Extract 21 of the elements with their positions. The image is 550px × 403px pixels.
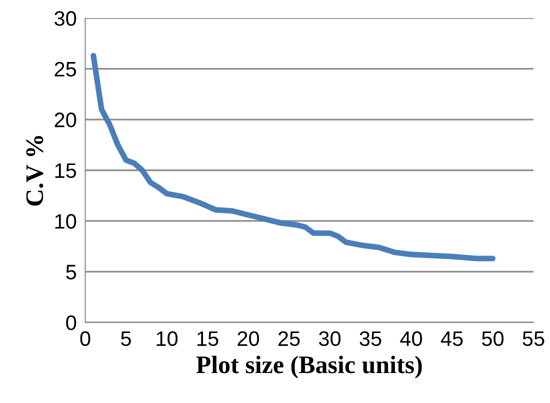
- y-tick-label: 15: [55, 163, 76, 178]
- x-axis-title: Plot size (Basic units): [196, 356, 422, 378]
- y-tick-label: 25: [54, 62, 76, 77]
- y-tick-label: 10: [55, 214, 76, 229]
- y-tick-label: 5: [66, 264, 76, 280]
- x-tick-label: 25: [278, 331, 300, 346]
- x-tick-label: 20: [238, 331, 260, 346]
- x-tick-label: 40: [400, 331, 422, 346]
- x-tick-label: 50: [482, 331, 504, 346]
- x-tick-label: 10: [156, 331, 178, 346]
- x-tick-label: 30: [318, 331, 341, 346]
- x-tick-label: 35: [360, 331, 382, 346]
- y-axis-title: C.V %: [26, 136, 44, 206]
- y-tick-label: 20: [54, 112, 76, 128]
- y-tick-label: 0: [66, 315, 76, 330]
- x-tick-label: 45: [440, 332, 463, 346]
- x-tick-label: 55: [522, 332, 544, 346]
- y-tick-label: 30: [54, 11, 76, 26]
- x-tick-label: 5: [121, 332, 131, 346]
- x-tick-label: 15: [198, 332, 218, 346]
- x-tick-label: 0: [80, 331, 90, 346]
